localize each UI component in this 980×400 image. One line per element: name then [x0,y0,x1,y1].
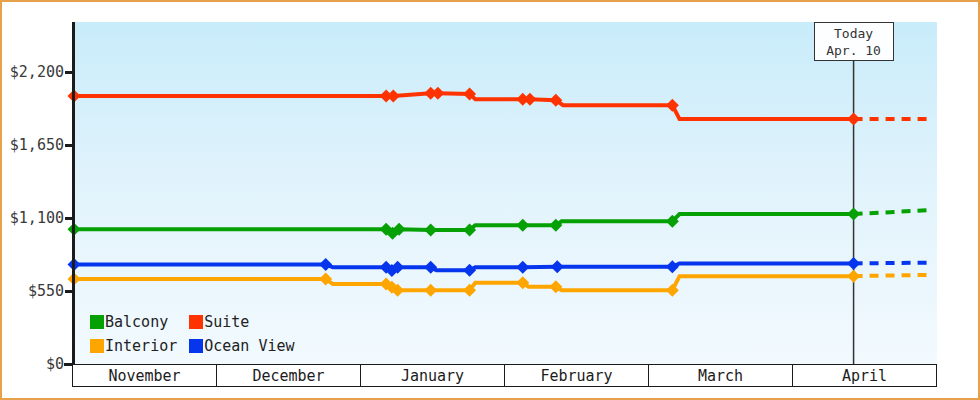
marker-ocean-view [516,261,529,274]
series-projection-interior [854,275,932,276]
marker-interior [847,270,860,283]
legend-swatch-icon [189,315,203,329]
marker-ocean-view [666,260,679,273]
price-history-chart: $0 $550 $1,100 $1,650 $2,200 Today Apr. 10 N… [0,0,980,400]
marker-suite [431,87,444,100]
legend-item-suite: Suite [189,313,294,331]
y-tick-label: $1,650 [2,136,64,154]
month-axis-band: NovemberDecemberJanuaryFebruaryMarchApri… [72,364,937,387]
legend-item-balcony: Balcony [90,313,177,331]
marker-interior [424,284,437,297]
series-projection-balcony [854,210,932,214]
month-cell-november: November [73,365,216,386]
marker-balcony [424,223,437,236]
legend-item-ocean-view: Ocean View [189,337,294,355]
today-date-label: Apr. 10 [815,42,893,59]
month-cell-december: December [216,365,360,386]
y-tick [65,144,73,147]
y-tick [65,217,73,220]
y-tick [65,71,73,74]
legend-swatch-icon [189,339,203,353]
y-tick-label: $0 [2,355,64,373]
legend-label: Suite [204,313,249,331]
series-line-ocean-view [74,263,854,270]
marker-balcony [516,219,529,232]
marker-suite [847,113,860,126]
marker-suite [387,89,400,102]
month-cell-march: March [648,365,792,386]
series-projection-ocean-view [854,263,932,264]
month-cell-january: January [360,365,504,386]
today-label: Today [815,25,893,42]
y-tick-label: $550 [2,282,64,300]
month-cell-february: February [504,365,648,386]
month-cell-april: April [792,365,936,386]
series-line-interior [74,276,854,290]
marker-ocean-view [551,260,564,273]
y-tick [65,290,73,293]
marker-suite [523,93,536,106]
today-annotation-box: Today Apr. 10 [814,22,894,61]
legend-label: Ocean View [204,337,294,355]
legend: Balcony Suite Interior Ocean View [90,313,295,355]
y-tick-label: $2,200 [2,63,64,81]
marker-ocean-view [847,257,860,270]
marker-ocean-view [319,258,332,271]
legend-label: Interior [105,337,177,355]
legend-item-interior: Interior [90,337,177,355]
legend-swatch-icon [90,339,104,353]
legend-label: Balcony [105,313,168,331]
legend-swatch-icon [90,315,104,329]
series-line-suite [74,93,854,119]
marker-balcony [847,208,860,221]
y-tick-label: $1,100 [2,209,64,227]
